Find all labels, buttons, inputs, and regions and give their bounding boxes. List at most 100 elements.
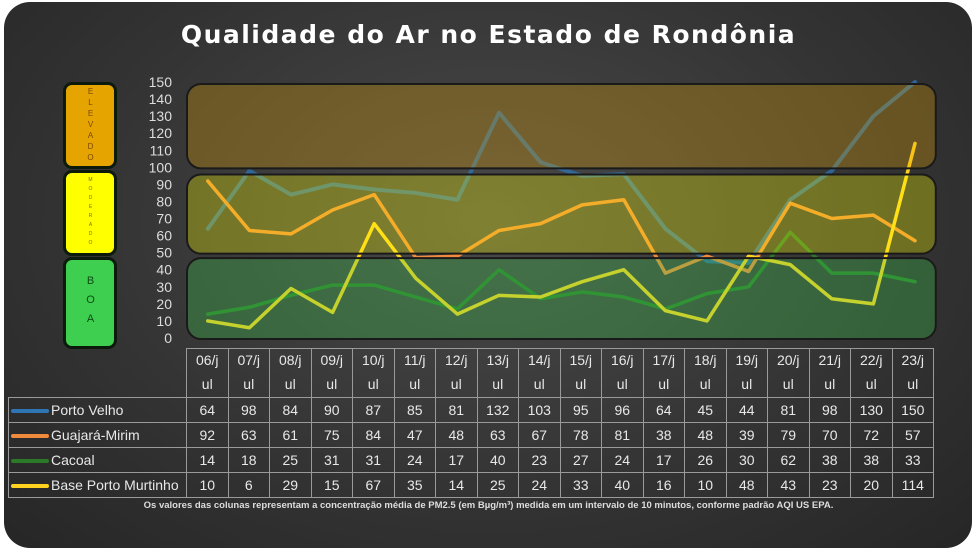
table-cell: 24 [601,446,644,473]
table-header-cell: ul [227,372,270,398]
table-header-cell: 11/j [393,348,436,373]
table-header-cell: 08/j [269,348,312,373]
table-header-cell: 20/j [767,348,810,373]
legend-swatch [11,408,49,413]
table-cell: 48 [435,421,478,448]
table-cell: 33 [559,471,602,498]
legend-swatch [11,458,49,463]
table-header-cell: ul [559,372,602,398]
y-tick-label: 120 [149,125,173,141]
table-cell: 39 [725,421,768,448]
table-cell: 67 [518,421,561,448]
table-header-cell: ul [850,372,893,398]
table-header-cell: ul [725,372,768,398]
table-cell: 17 [435,446,478,473]
blank-cell [9,349,187,373]
category-label-boa: BOA [84,274,97,332]
table-cell: 24 [393,446,436,473]
table-header-cell: 15/j [559,348,602,373]
legend-label: Porto Velho [51,401,124,418]
table-cell: 75 [310,421,353,448]
table-cell: 26 [684,446,727,473]
legend-entry: Guajará-Mirim [8,421,187,448]
band-elevado [186,83,937,170]
table-cell: 23 [808,471,851,498]
table-header-cell: 10/j [352,348,395,373]
table-cell: 47 [393,421,436,448]
table-cell: 44 [725,396,768,423]
table-cell: 31 [352,446,395,473]
y-tick-label: 0 [164,330,172,346]
y-tick-label: 40 [156,262,172,278]
legend-label: Base Porto Murtinho [51,476,179,493]
table-header-cell: 22/j [850,348,893,373]
table-cell: 62 [767,446,810,473]
y-tick-label: 150 [149,74,173,90]
table-cell: 67 [352,471,395,498]
category-moderado: MODERADO [63,170,117,256]
table-header-cell: ul [601,372,644,398]
table-header-cell: 17/j [642,348,685,373]
blank-cell [9,373,187,398]
table-cell: 48 [725,471,768,498]
category-label-moderado: MODERADO [87,177,94,249]
table-cell: 15 [310,471,353,498]
table-cell: 84 [269,396,312,423]
table-cell: 90 [310,396,353,423]
table-header-cell: ul [518,372,561,398]
table-header-cell: 06/j [186,348,229,373]
table-cell: 96 [601,396,644,423]
table-header-cell: 07/j [227,348,270,373]
legend-entry: Base Porto Murtinho [8,471,187,498]
table-cell: 132 [476,396,519,423]
table-header-cell: 12/j [435,348,478,373]
table-cell: 27 [559,446,602,473]
table-cell: 31 [310,446,353,473]
table-cell: 63 [476,421,519,448]
table-cell: 78 [559,421,602,448]
table-cell: 24 [518,471,561,498]
table-cell: 103 [518,396,561,423]
legend-label: Cacoal [51,451,95,468]
table-cell: 87 [352,396,395,423]
legend-label: Guajará-Mirim [51,426,140,443]
table-header-cell: ul [642,372,685,398]
table-header-cell: 09/j [310,348,353,373]
category-label-elevado: ELEVADO [86,87,95,164]
y-tick-label: 140 [149,91,173,107]
table-cell: 95 [559,396,602,423]
table-cell: 85 [393,396,436,423]
table-cell: 38 [642,421,685,448]
table-header-cell: 23/j [891,348,934,373]
table-row: Porto Velho 64 98 84 90 87 85 81 132 103 95 96 64 45 4… [8,396,934,423]
table-cell: 130 [850,396,893,423]
table-cell: 92 [186,421,229,448]
table-cell: 40 [601,471,644,498]
table-cell: 14 [435,471,478,498]
y-tick-label: 20 [156,296,172,312]
table-cell: 61 [269,421,312,448]
table-cell: 84 [352,421,395,448]
table-cell: 57 [891,421,934,448]
table-cell: 25 [269,446,312,473]
table-cell: 20 [850,471,893,498]
table-cell: 98 [227,396,270,423]
table-cell: 43 [767,471,810,498]
category-boa: BOA [63,257,117,349]
table-cell: 48 [684,421,727,448]
table-cell: 79 [767,421,810,448]
table-cell: 17 [642,446,685,473]
table-cell: 14 [186,446,229,473]
table-cell: 64 [642,396,685,423]
table-cell: 150 [891,396,934,423]
table-header-cell: ul [808,372,851,398]
table-header-cell: ul [186,372,229,398]
series-line-guajar-mirim [206,179,917,275]
table-cell: 18 [227,446,270,473]
table-row: Guajará-Mirim 92 63 61 75 84 47 48 63 67 78 81 38 48 3… [8,421,934,448]
table-header-cell: ul [393,372,436,398]
table-cell: 10 [186,471,229,498]
table-cell: 30 [725,446,768,473]
table-cell: 35 [393,471,436,498]
